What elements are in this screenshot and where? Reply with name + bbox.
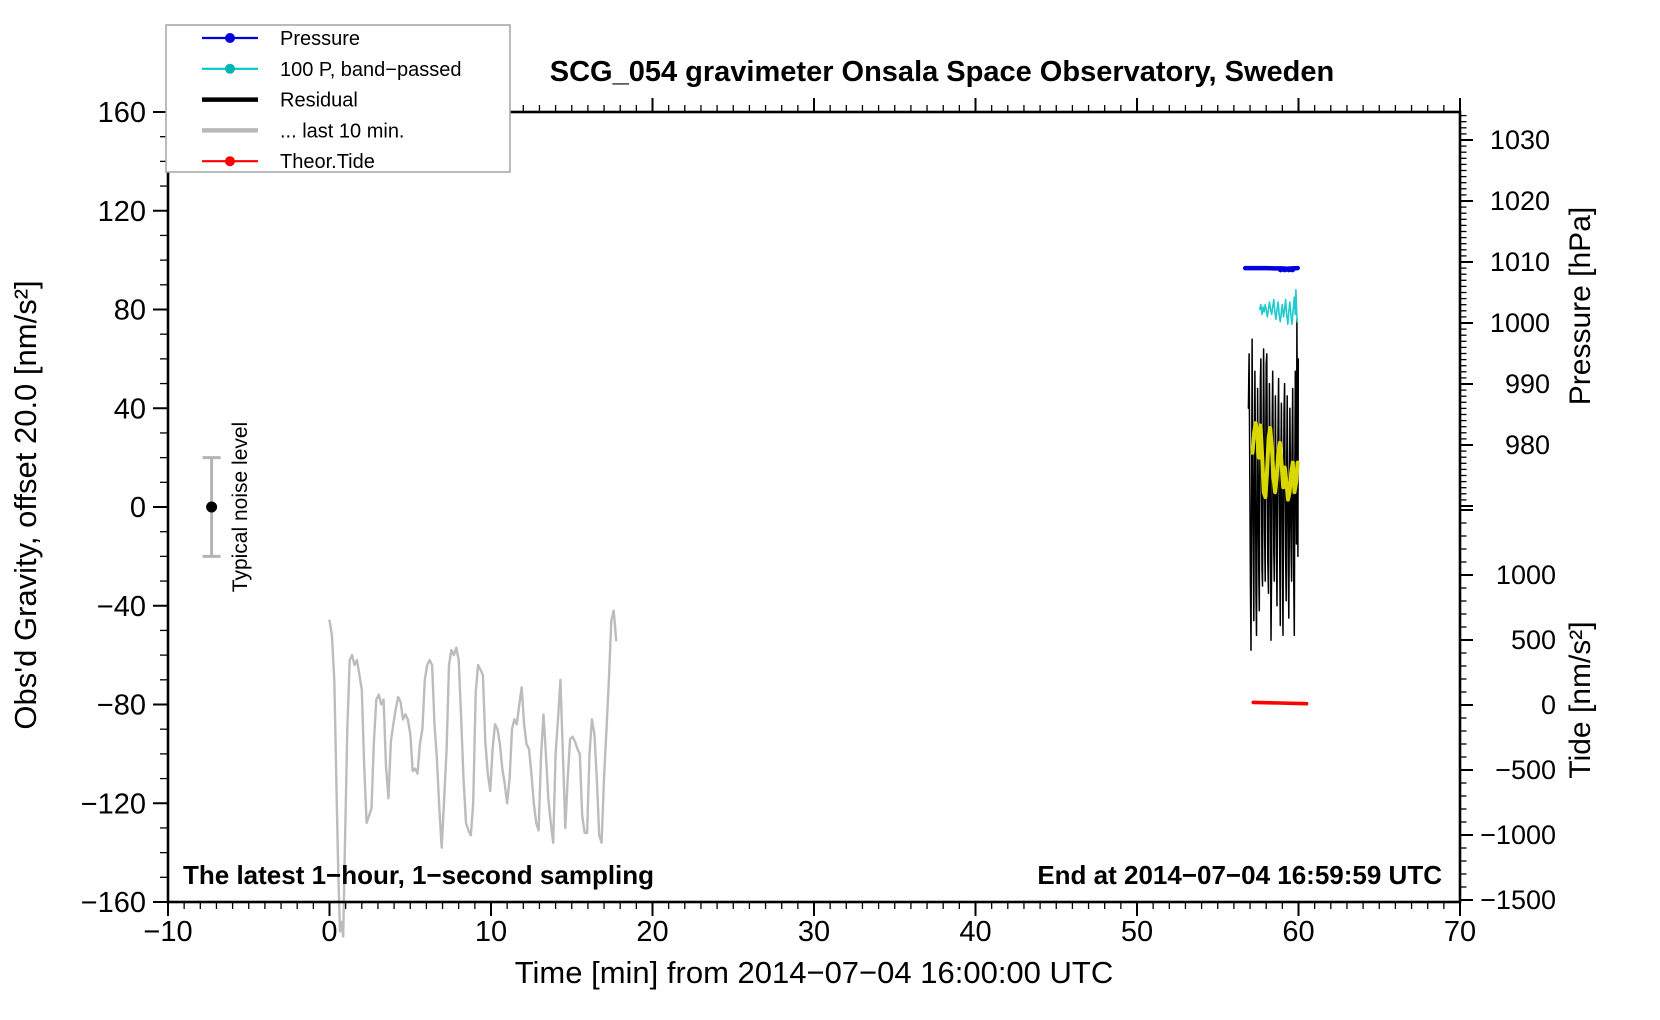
series-residual <box>1247 318 1300 651</box>
tick-label: 1010 <box>1490 247 1550 277</box>
tick-label: 1000 <box>1496 560 1556 590</box>
axes-layer: −10 0 10 20 30 40 50 60 7016012080400−40−80−120−… <box>81 97 1556 948</box>
legend-dot-sample <box>225 33 235 43</box>
tick-label: −500 <box>1495 755 1556 785</box>
legend-label: 100 P, band−passed <box>280 59 461 81</box>
tick-label: 0 <box>321 916 337 948</box>
tick-label: −1500 <box>1480 885 1556 915</box>
series-layer <box>328 265 1309 938</box>
x-axis-label: Time [min] from 2014−07−04 16:00:00 UTC <box>515 955 1114 990</box>
tick-label: −120 <box>81 788 146 820</box>
plot-frame <box>166 110 1462 904</box>
tick-label: 40 <box>114 393 146 425</box>
tick-label: 1020 <box>1490 186 1550 216</box>
tick-label: 160 <box>98 97 146 129</box>
series-theor-tide <box>1251 700 1309 706</box>
tick-label: −160 <box>81 887 146 919</box>
pressure-axis-label: Pressure [hPa] <box>1564 207 1597 405</box>
legend-label: Pressure <box>280 28 360 50</box>
tick-label: 70 <box>1444 916 1476 948</box>
tick-label: 990 <box>1505 369 1550 399</box>
noise-marker-layer <box>202 456 221 558</box>
tick-label: −1000 <box>1480 820 1556 850</box>
legend-label: ... last 10 min. <box>280 120 405 142</box>
tide-axis-label: Tide [nm/s²] <box>1564 621 1597 778</box>
tick-label: 500 <box>1511 625 1556 655</box>
tick-label: 60 <box>1282 916 1314 948</box>
tick-label: −40 <box>97 591 146 623</box>
tick-label: −10 <box>143 916 192 948</box>
legend-dot-sample <box>225 156 235 167</box>
end-time-note: End at 2014−07−04 16:59:59 UTC <box>1037 860 1442 890</box>
legend-label: Theor.Tide <box>280 151 375 173</box>
legend: Pressure 100 P, band−passed Residual ... la… <box>165 24 511 173</box>
series--last-10-min- <box>328 609 618 938</box>
chart-title: SCG_054 gravimeter Onsala Space Observat… <box>550 56 1334 88</box>
tick-label: 40 <box>959 916 991 948</box>
series-band-passed-residual-yellow- <box>1250 421 1300 502</box>
tick-label: 80 <box>114 295 146 327</box>
legend-label: Residual <box>280 90 358 112</box>
series-marker <box>1289 266 1296 273</box>
tick-label: 50 <box>1121 916 1153 948</box>
y-left-axis-label: Obs'd Gravity, offset 20.0 [nm/s²] <box>8 280 43 729</box>
tick-label: 1000 <box>1490 308 1550 338</box>
tick-label: 20 <box>636 916 668 948</box>
tick-label: 120 <box>98 196 146 228</box>
series-100-p-band-passed <box>1258 289 1298 326</box>
tick-label: 980 <box>1505 430 1550 460</box>
legend-dot-sample <box>225 63 235 74</box>
tick-label: 30 <box>798 916 830 948</box>
legend-rows: Pressure 100 P, band−passed Residual ... la… <box>202 28 461 173</box>
noise-level-label: Typical noise level <box>229 422 252 592</box>
sampling-note: The latest 1−hour, 1−second sampling <box>183 860 654 890</box>
tick-label: 1030 <box>1490 125 1550 155</box>
tick-label: −80 <box>97 690 146 722</box>
tick-label: 10 <box>475 916 507 948</box>
tick-label: 0 <box>1541 690 1556 720</box>
noise-dot <box>206 501 218 513</box>
tick-label: 0 <box>130 492 146 524</box>
